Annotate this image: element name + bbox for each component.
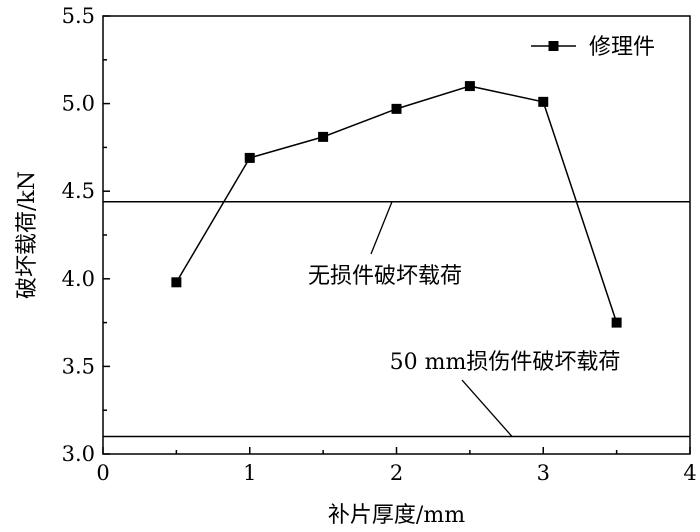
data-point	[244, 152, 255, 163]
x-tick-label: 3	[537, 461, 550, 485]
y-axis-label: 破坏载荷/kN	[15, 171, 40, 299]
data-point	[171, 277, 182, 288]
x-tick-label: 0	[96, 461, 109, 485]
reference-line-label: 50 mm损伤件破坏载荷	[390, 350, 621, 375]
y-tick-label: 4.5	[62, 179, 95, 203]
legend-marker	[548, 41, 559, 51]
legend-label: 修理件	[589, 35, 655, 60]
x-tick-label: 1	[243, 461, 256, 485]
data-point	[318, 131, 329, 142]
y-tick-label: 3.5	[62, 354, 95, 378]
annotations: 无损件破坏载荷 50 mm损伤件破坏载荷	[103, 200, 690, 438]
data-point	[391, 103, 402, 114]
annotation-leader	[370, 201, 393, 255]
y-tick-label: 5.0	[62, 92, 95, 116]
plot-frame	[102, 15, 691, 455]
y-tick-label: 3.0	[62, 442, 95, 466]
data-point	[611, 317, 622, 328]
legend: 修理件	[531, 35, 655, 60]
x-axis-label: 补片厚度/mm	[328, 503, 465, 528]
data-point	[464, 81, 475, 92]
x-tick-label: 4	[683, 461, 696, 485]
annotation-leader	[461, 379, 513, 437]
y-tick-label: 5.5	[62, 4, 95, 28]
y-tick-label: 4.0	[62, 267, 95, 291]
axes: 0 1 2 3 4 3.0 3.5 4.0 4.5 5.0 5.5	[62, 4, 697, 485]
data-point	[538, 96, 549, 107]
reference-line-label: 无损件破坏载荷	[308, 264, 462, 289]
series-layer	[171, 81, 622, 328]
x-tick-label: 2	[390, 461, 403, 485]
